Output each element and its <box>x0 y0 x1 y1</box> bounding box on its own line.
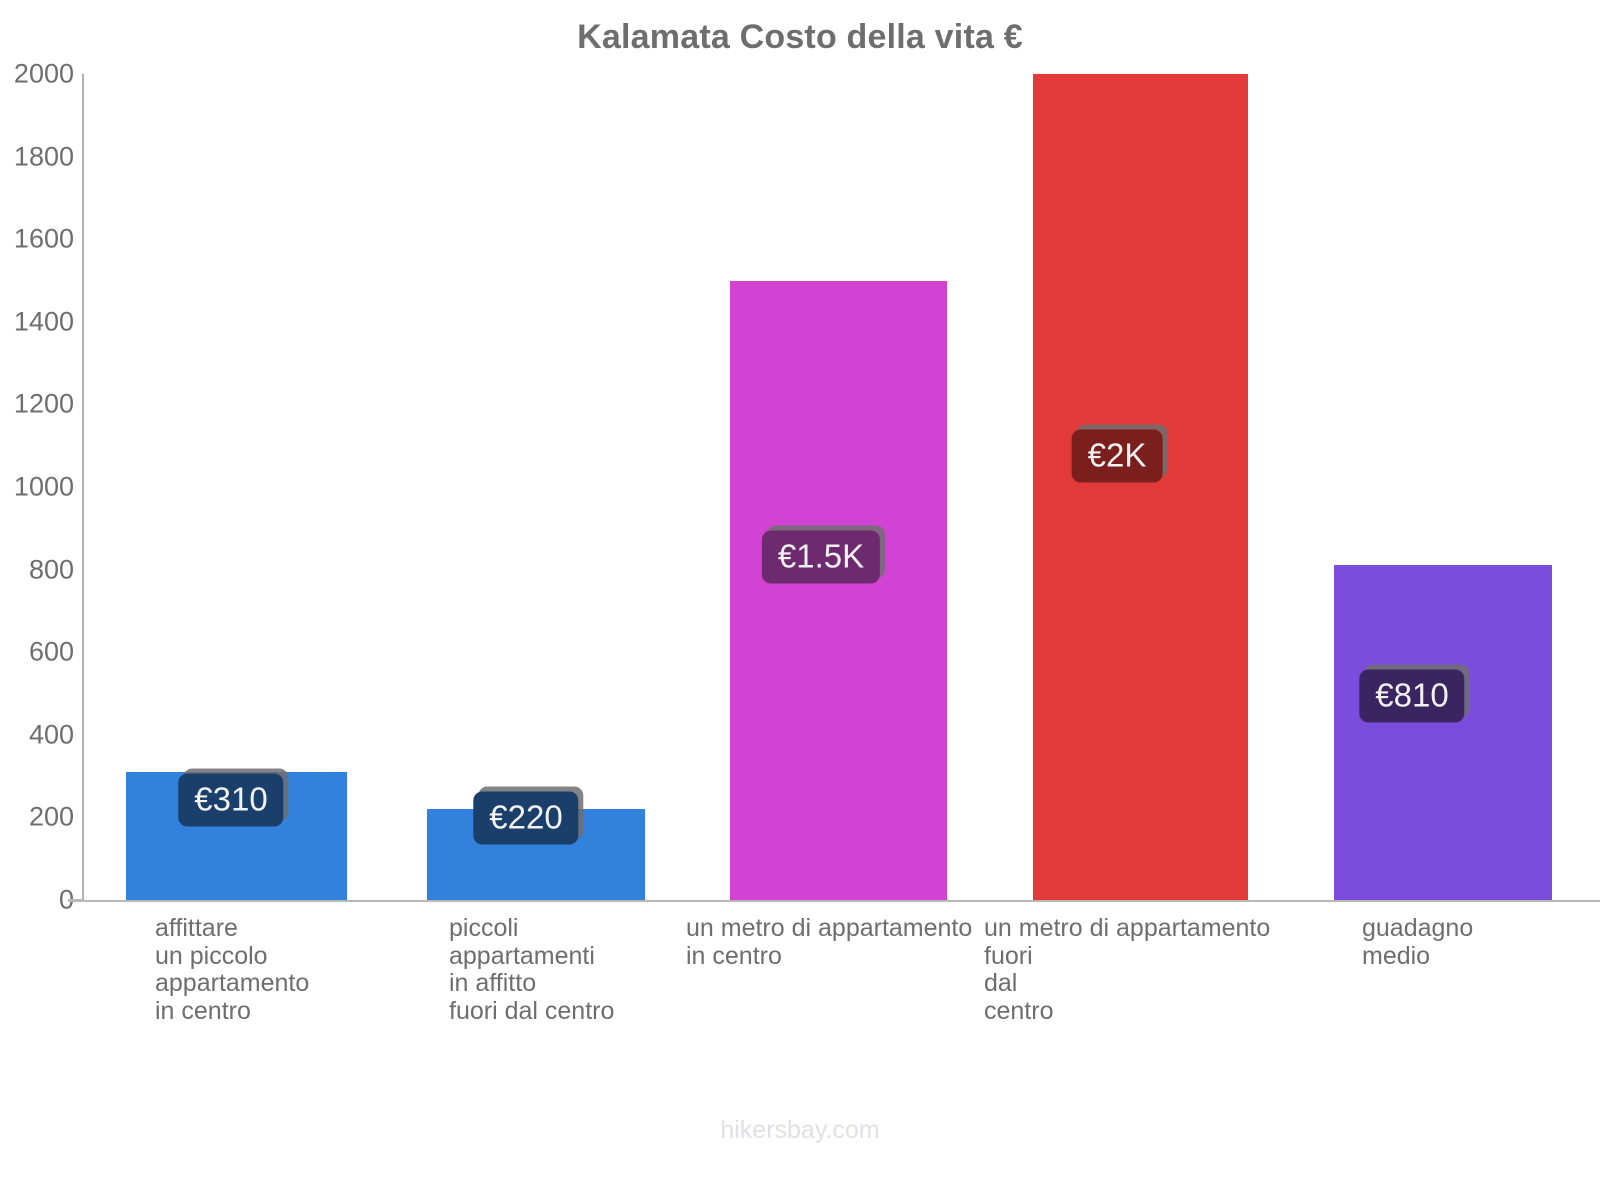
x-axis-label-5: guadagno medio <box>1362 914 1474 970</box>
page-title: Kalamata Costo della vita € <box>577 18 1023 56</box>
y-axis-tick-label: 200 <box>28 801 74 832</box>
bar-5[interactable] <box>1334 565 1552 900</box>
y-axis-tick-label: 0 <box>58 884 74 915</box>
bar-3[interactable] <box>730 280 947 900</box>
y-axis-tick-label: 400 <box>28 719 74 750</box>
y-axis-tick-label: 1000 <box>13 471 74 502</box>
y-axis-tick-label: 1400 <box>13 306 74 337</box>
bar-value-badge: €810 <box>1359 669 1465 723</box>
bar-value-badge: €2K <box>1071 429 1163 483</box>
bar-4[interactable] <box>1033 74 1248 900</box>
y-axis-tick-label: 1600 <box>13 223 74 254</box>
y-axis-tick-label: 600 <box>28 636 74 667</box>
x-axis-line <box>68 900 1600 902</box>
bar-value-badge: €1.5K <box>761 530 881 584</box>
y-axis-tick-label: 1800 <box>13 141 74 172</box>
y-axis-tick-label: 800 <box>28 554 74 585</box>
watermark: hikersbay.com <box>720 1116 880 1144</box>
y-axis-tick-label: 2000 <box>13 58 74 89</box>
x-axis-label-4: un metro di appartamento fuori dal centr… <box>984 914 1271 1025</box>
x-axis-label-3: un metro di appartamento in centro <box>686 914 973 970</box>
x-axis-category-labels: affittare un piccolo appartamento in cen… <box>0 914 1600 1065</box>
x-axis-label-1: affittare un piccolo appartamento in cen… <box>155 914 310 1025</box>
bar-value-badge: €220 <box>473 791 579 845</box>
y-axis-tick-label: 1200 <box>13 388 74 419</box>
bar-value-badge: €310 <box>178 773 284 827</box>
y-axis-line <box>82 74 84 900</box>
bars-layer: €310 €220 €1.5K €2K €810 <box>0 74 1600 900</box>
x-axis-label-2: piccoli appartamenti in affitto fuori da… <box>449 914 615 1025</box>
y-axis: 0 200 400 600 800 1000 1200 1400 1600 1800 2000 <box>0 0 82 1200</box>
